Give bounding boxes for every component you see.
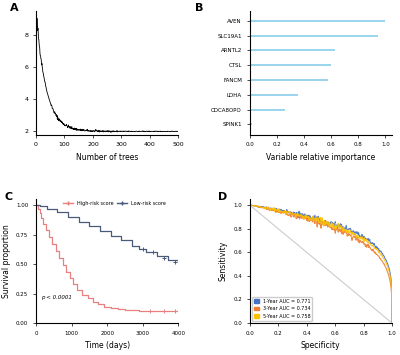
X-axis label: Specificity: Specificity (301, 341, 341, 350)
Y-axis label: Sensitivity: Sensitivity (219, 241, 228, 281)
Text: A: A (10, 3, 19, 13)
Legend: 1-Year AUC = 0.771, 3-Year AUC = 0.734, 5-Year AUC = 0.758: 1-Year AUC = 0.771, 3-Year AUC = 0.734, … (252, 297, 312, 321)
X-axis label: Time (days): Time (days) (85, 341, 130, 350)
Text: D: D (218, 192, 228, 202)
Legend: High-risk score, Low-risk score: High-risk score, Low-risk score (61, 199, 168, 208)
Text: p < 0.0001: p < 0.0001 (41, 295, 72, 300)
Text: C: C (5, 192, 13, 202)
Y-axis label: Survival proportion: Survival proportion (2, 224, 10, 298)
X-axis label: Variable relative importance: Variable relative importance (266, 153, 376, 162)
X-axis label: Number of trees: Number of trees (76, 153, 138, 162)
Text: B: B (196, 3, 204, 13)
